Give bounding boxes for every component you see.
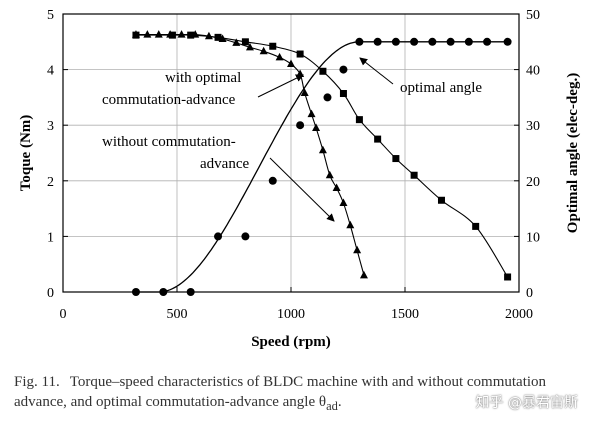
y-tick-label: 2 (47, 175, 54, 190)
marker-circle (241, 232, 250, 241)
marker-square (374, 135, 382, 143)
marker-triangle (218, 34, 227, 43)
marker-triangle (339, 198, 348, 207)
x-tick-label: 2000 (505, 307, 533, 322)
marker-triangle (131, 30, 140, 38)
annotation-no-advance-line1: without commutation- (102, 134, 236, 150)
marker-square (504, 273, 512, 281)
marker-circle (131, 288, 140, 296)
marker-triangle (312, 123, 321, 131)
marker-triangle (259, 46, 268, 55)
figure-label: Fig. 11. (14, 374, 60, 390)
marker-circle (355, 37, 364, 46)
marker-circle (214, 232, 223, 241)
y-tick-label: 3 (47, 119, 54, 134)
y2-tick-label: 0 (526, 286, 533, 301)
marker-square (187, 31, 195, 39)
marker-triangle (232, 38, 241, 46)
grid-lines (63, 14, 519, 292)
marker-triangle (318, 145, 327, 154)
annotation-arrow-optimal-advance (257, 74, 304, 98)
caption-text: Torque–speed characteristics of BLDC mac… (14, 374, 547, 410)
y-tick-label: 5 (47, 8, 54, 23)
x-axis-title: Speed (rpm) (251, 334, 331, 350)
marker-square (355, 116, 363, 124)
marker-triangle (359, 270, 368, 279)
data-markers (131, 30, 512, 296)
marker-circle (296, 121, 305, 130)
caption-suffix: . (337, 394, 342, 410)
marker-triangle (307, 109, 316, 118)
x-tick-label: 0 (60, 307, 67, 322)
x-tick-label: 1000 (277, 307, 305, 322)
marker-triangle (353, 245, 362, 254)
marker-triangle (275, 52, 284, 61)
marker-square (410, 171, 418, 179)
y-axis-title: Toque (Nm) (18, 115, 34, 192)
marker-triangle (346, 220, 355, 229)
marker-triangle (204, 31, 213, 40)
marker-circle (503, 37, 512, 46)
marker-circle (159, 288, 168, 296)
marker-circle (410, 37, 419, 46)
chart: 0 500 1000 1500 2000 0 1 2 3 4 5 0 10 20… (18, 8, 581, 350)
marker-circle (373, 37, 382, 46)
annotation-arrow-optimal-angle (359, 57, 394, 85)
marker-triangle (191, 30, 200, 38)
marker-circle (323, 93, 332, 102)
marker-square (296, 50, 304, 58)
y2-axis-title: Optimal angle (elec-deg.) (565, 73, 581, 233)
caption-subscript: ad (326, 399, 338, 413)
marker-square (319, 67, 327, 75)
marker-circle (464, 37, 473, 46)
x-tick-label: 500 (167, 307, 188, 322)
marker-circle (391, 37, 400, 46)
watermark: 知乎 @暴君宙斯 (475, 395, 578, 411)
y2-tick-label: 50 (526, 8, 540, 23)
marker-square (472, 222, 480, 230)
y2-tick-labels: 0 10 20 30 40 50 (526, 8, 540, 301)
marker-triangle (325, 170, 334, 179)
marker-circle (428, 37, 437, 46)
marker-circle (268, 176, 277, 185)
series-line-optimal-angle (136, 41, 508, 293)
marker-square (437, 196, 445, 204)
y2-tick-label: 40 (526, 64, 540, 79)
annotation-optimal-angle: optimal angle (400, 80, 482, 96)
marker-square (392, 155, 400, 163)
marker-triangle (177, 30, 186, 38)
y-tick-label: 1 (47, 230, 54, 245)
annotation-optimal-advance-line2: commutation-advance (102, 92, 236, 108)
marker-circle (483, 37, 492, 46)
y2-tick-label: 20 (526, 175, 540, 190)
marker-triangle (332, 183, 341, 192)
marker-triangle (300, 88, 309, 96)
y-tick-label: 4 (47, 64, 54, 79)
axis-ticks (62, 13, 520, 293)
marker-triangle (154, 30, 163, 38)
marker-triangle (287, 59, 295, 68)
marker-triangle (143, 30, 152, 38)
annotation-no-advance-line2: advance (200, 156, 249, 172)
x-tick-labels: 0 500 1000 1500 2000 (60, 307, 534, 322)
y2-tick-label: 10 (526, 230, 540, 245)
y-tick-labels: 0 1 2 3 4 5 (47, 8, 54, 301)
marker-square (214, 33, 222, 41)
annotation-arrow-no-advance (269, 157, 335, 222)
annotation-optimal-advance-line1: with optimal (165, 70, 241, 86)
marker-square (339, 90, 347, 98)
marker-triangle (245, 42, 254, 51)
marker-circle (446, 37, 455, 46)
marker-triangle (166, 30, 175, 38)
marker-circle (339, 65, 348, 74)
marker-square (269, 42, 277, 50)
x-tick-label: 1500 (391, 307, 419, 322)
marker-square (241, 38, 249, 46)
y2-tick-label: 30 (526, 119, 540, 134)
figure-caption: Fig. 11. Torque–speed characteristics of … (14, 372, 586, 416)
marker-circle (186, 288, 195, 296)
y-tick-label: 0 (47, 286, 54, 301)
